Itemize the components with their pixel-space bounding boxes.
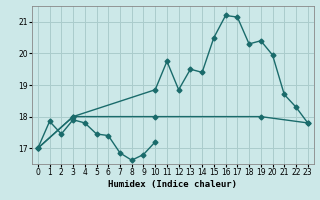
X-axis label: Humidex (Indice chaleur): Humidex (Indice chaleur) (108, 180, 237, 189)
